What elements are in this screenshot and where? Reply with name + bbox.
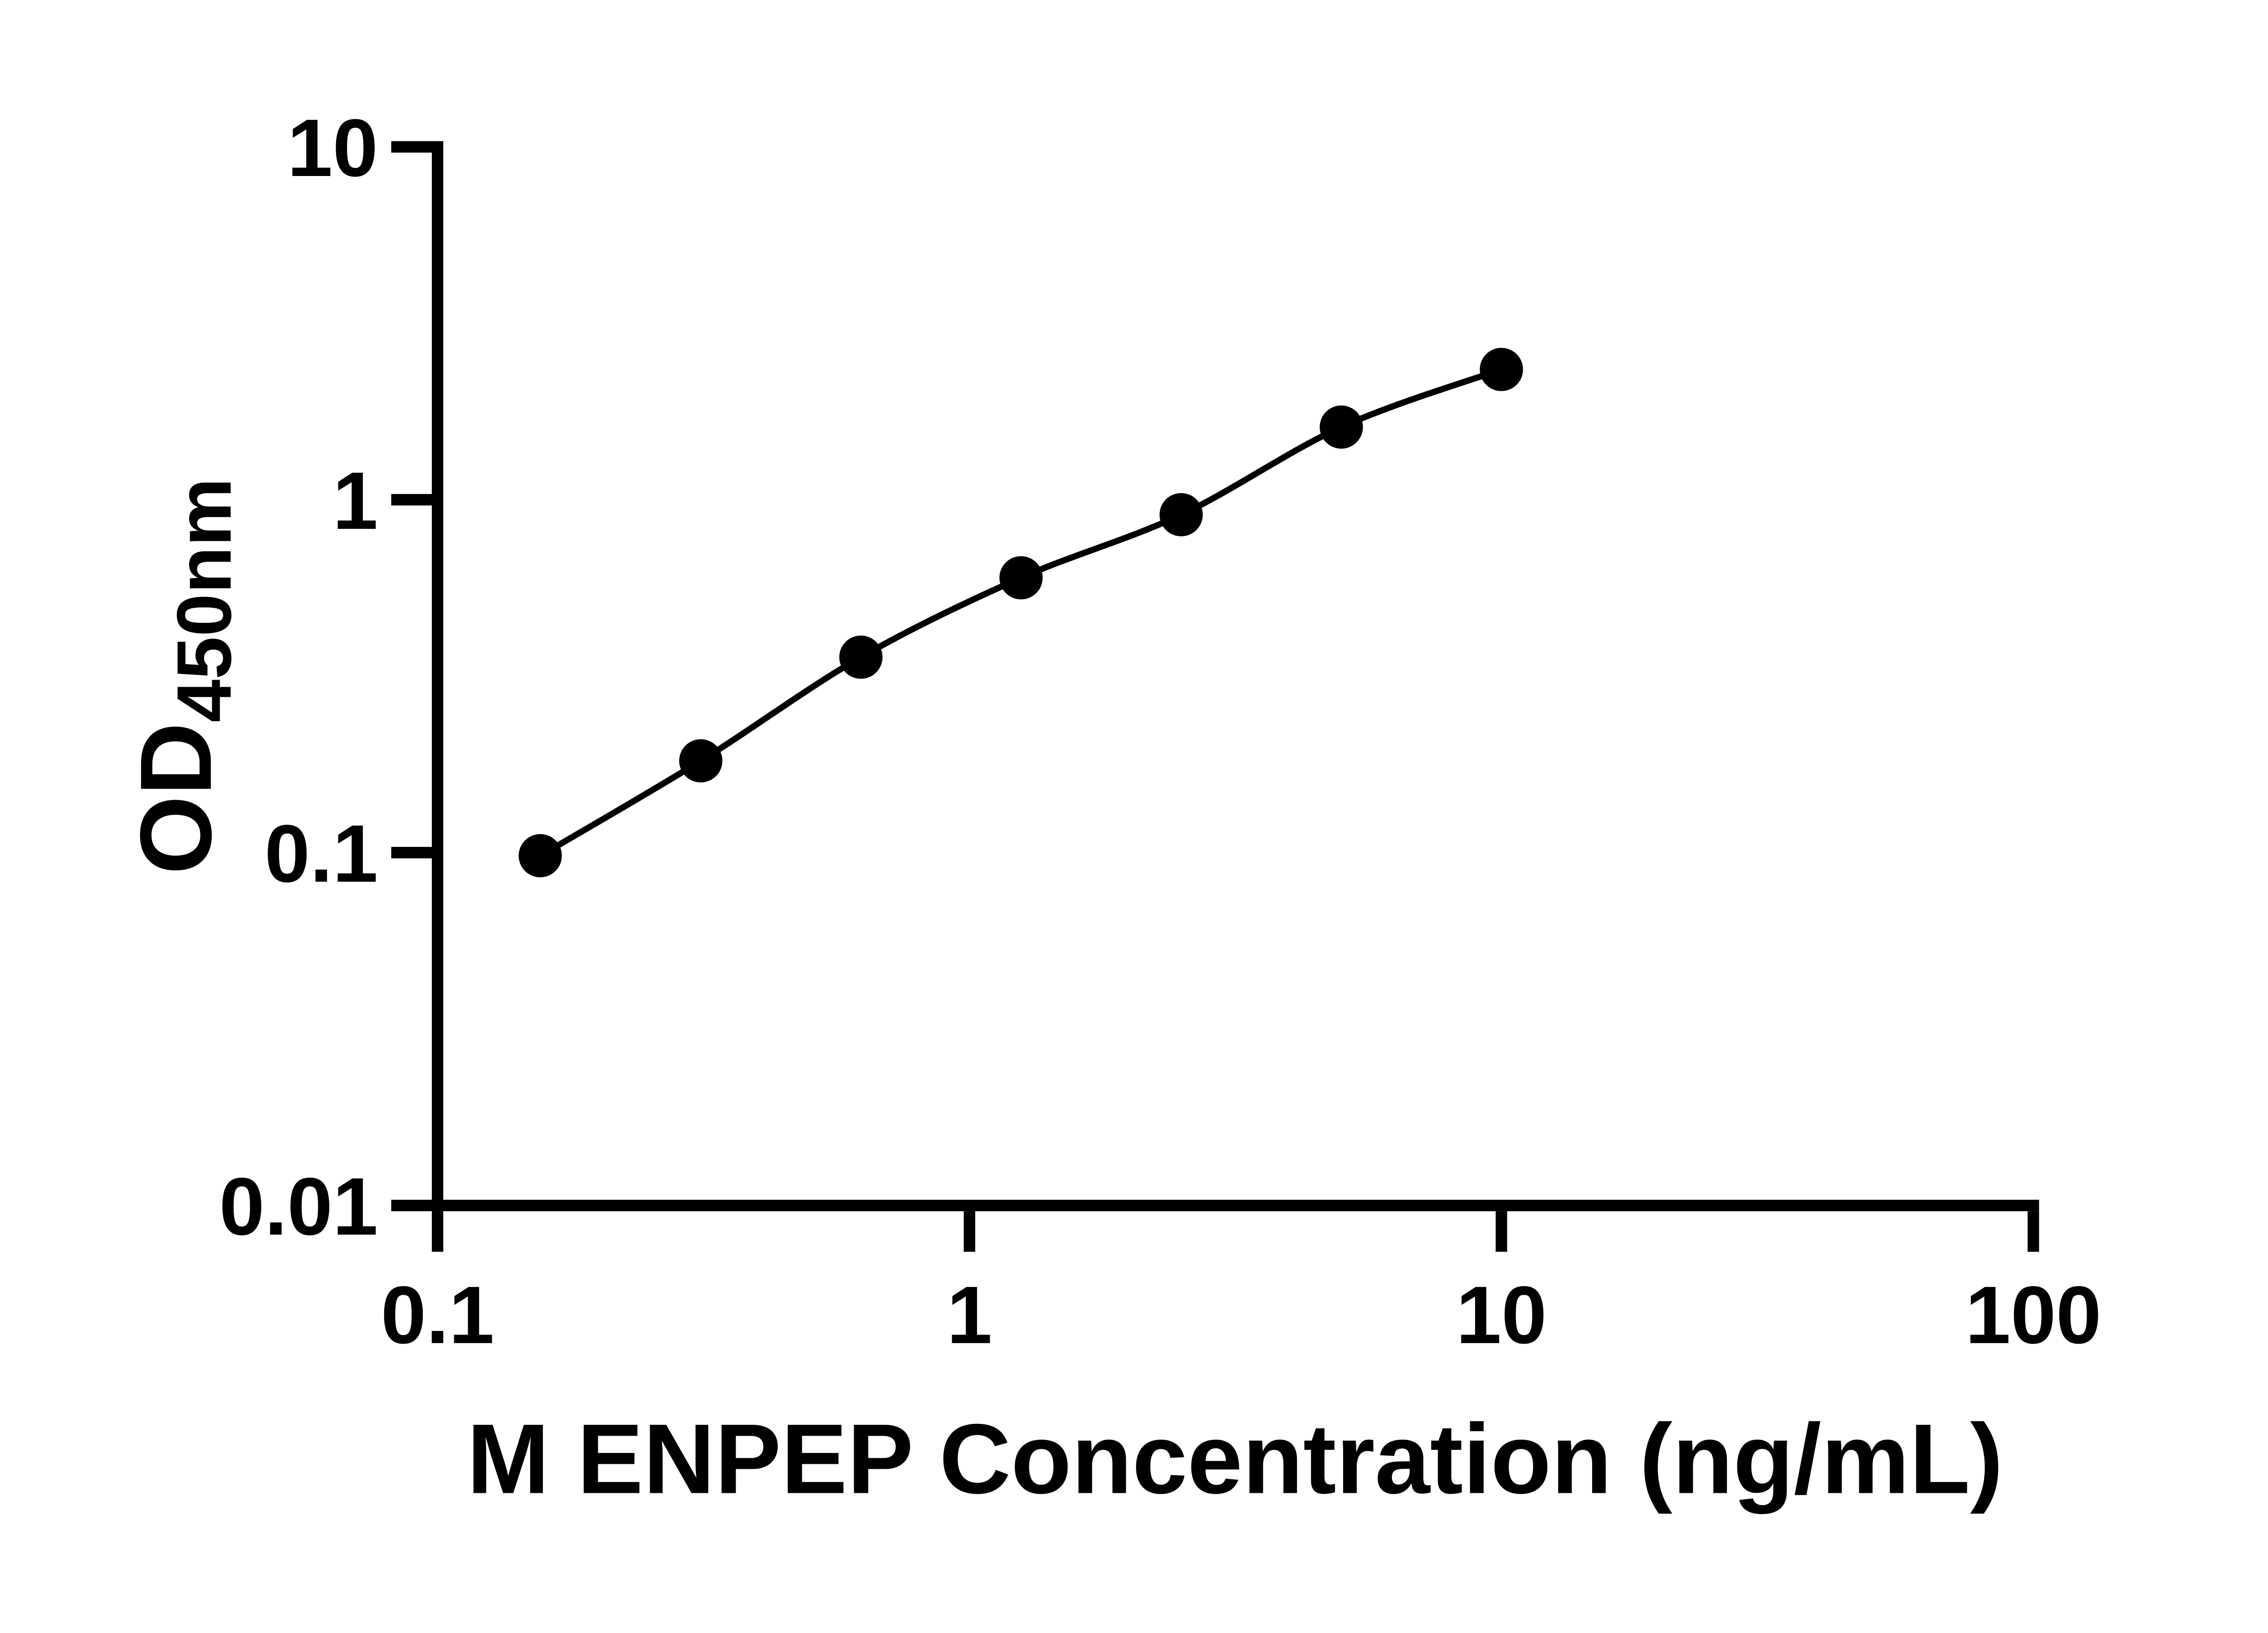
y-tick-label: 0.01	[219, 1161, 378, 1252]
plot-area: 10 1 0.1 0.01 0.1 1 10 100 M ENPEP Conce…	[120, 103, 2102, 1515]
data-point-marker	[518, 834, 562, 878]
x-axis-title: M ENPEP Concentration (ng/mL)	[467, 1404, 2003, 1515]
x-tick-mark	[431, 1211, 444, 1252]
y-axis-title-main: OD	[120, 723, 233, 875]
x-tick-mark	[2028, 1211, 2039, 1252]
data-point-marker	[1159, 493, 1203, 537]
figure: 10 1 0.1 0.01 0.1 1 10 100 M ENPEP Conce…	[0, 0, 2268, 1588]
data-point-marker	[1480, 347, 1523, 391]
chart-background	[0, 0, 2268, 1588]
y-axis-title: OD450nm	[120, 478, 248, 875]
y-axis-line	[431, 141, 444, 1212]
y-tick-mark	[391, 141, 432, 153]
x-axis-line	[431, 1199, 2039, 1212]
data-points	[518, 347, 1523, 878]
y-tick-label: 1	[332, 455, 378, 547]
y-tick-label: 0.1	[264, 808, 378, 900]
x-tick-labels: 0.1 1 10 100	[381, 1270, 2102, 1361]
data-point-marker	[999, 556, 1043, 600]
y-axis-title-subscript: 450nm	[161, 478, 248, 722]
data-point-marker	[679, 739, 723, 782]
x-tick-mark	[963, 1211, 975, 1252]
standard-curve-chart: 10 1 0.1 0.01 0.1 1 10 100 M ENPEP Conce…	[0, 0, 2268, 1588]
y-tick-mark	[391, 494, 432, 506]
x-tick-label: 10	[1456, 1270, 1547, 1361]
y-tick-label: 10	[287, 103, 378, 194]
x-tick-label: 1	[947, 1270, 992, 1361]
y-tick-mark	[391, 1199, 432, 1212]
x-tick-mark	[1496, 1211, 1507, 1252]
data-point-marker	[839, 636, 883, 679]
y-tick-mark	[391, 846, 432, 859]
y-tick-marks	[391, 141, 432, 1212]
x-tick-label: 100	[1965, 1270, 2102, 1361]
data-point-marker	[1320, 405, 1363, 449]
x-tick-marks	[431, 1211, 2039, 1252]
x-tick-label: 0.1	[381, 1270, 494, 1361]
y-tick-labels: 10 1 0.1 0.01	[219, 103, 378, 1252]
